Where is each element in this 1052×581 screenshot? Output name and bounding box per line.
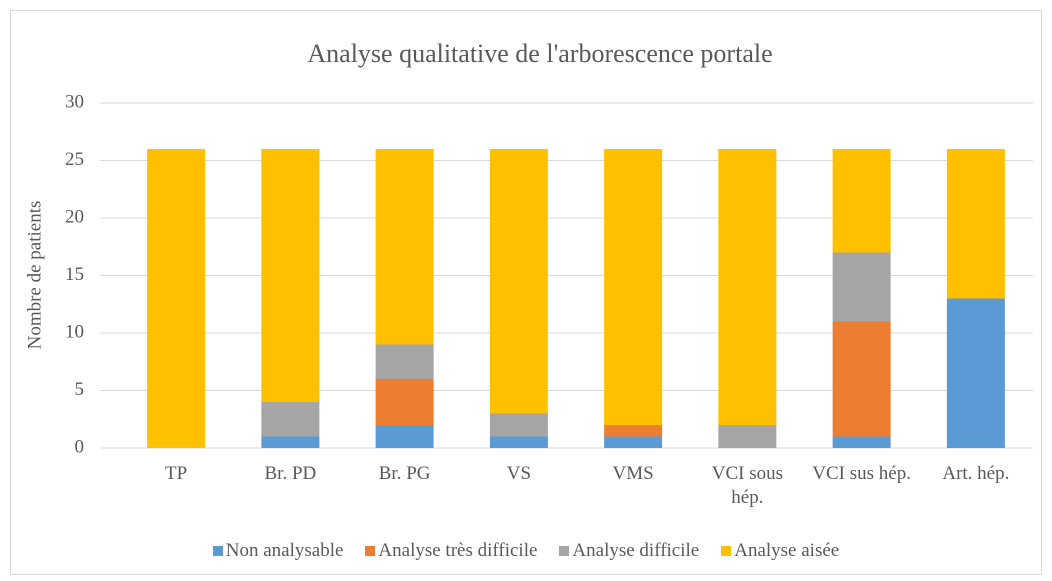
y-tick-label: 10 [65,321,84,342]
legend-swatch [212,546,223,556]
legend-label: Analyse aisée [734,540,840,561]
bar-segment [261,436,320,448]
y-tick-label: 5 [75,379,85,400]
legend-item: Analyse difficile [559,540,699,562]
x-tick-label: VCI sus hép. [812,463,911,484]
x-tick-label: VCI sous hép. [711,463,783,508]
y-tick-label: 0 [75,436,85,457]
y-tick-label: 25 [65,149,84,170]
legend: Non analysable Analyse très difficile Anal… [10,540,1042,562]
bar-segment [261,402,320,437]
bar-segment [604,436,663,448]
chart-title: Analyse qualitative de l'arborescence po… [307,39,772,68]
legend-swatch [721,546,732,556]
bar-segment [489,413,548,437]
legend-item: Non analysable [212,540,344,562]
bar-segment [604,149,663,425]
bar-segment [489,149,548,414]
bar-segment [375,379,434,425]
legend-label: Non analysable [225,540,344,561]
bar-segment [375,425,434,448]
bar-segment [604,425,663,437]
bar-segment [718,425,777,448]
legend-item: Analyse très difficile [365,540,537,562]
bar-segment [375,344,434,379]
y-axis-label: Nombre de patients [24,201,45,350]
bar-segment [946,298,1005,448]
bar-segment [375,149,434,345]
legend-item: Analyse aisée [721,540,839,562]
bar-segment [832,149,891,253]
bar-segment [489,436,548,448]
bar-segment [261,149,320,402]
y-tick-label: 30 [65,91,84,112]
bar-segment [832,252,891,322]
x-tick-label: TP [165,463,188,484]
x-tick-label: Br. PG [378,463,431,484]
legend-label: Analyse très difficile [378,540,538,561]
x-tick-label: VS [506,463,532,484]
bar-segment [946,149,1005,299]
y-tick-label: 20 [65,206,84,227]
bar-segment [147,149,206,448]
x-tick-label: VMS [612,463,654,484]
x-tick-label: Art. hép. [942,463,1010,484]
bar-segment [832,436,891,448]
x-tick-label: Br. PD [264,463,317,484]
bar-segment [832,321,891,437]
legend-swatch [559,546,570,556]
y-tick-label: 15 [65,264,84,285]
bar-segment [718,149,777,425]
legend-swatch [365,546,376,556]
legend-label: Analyse difficile [572,540,700,561]
